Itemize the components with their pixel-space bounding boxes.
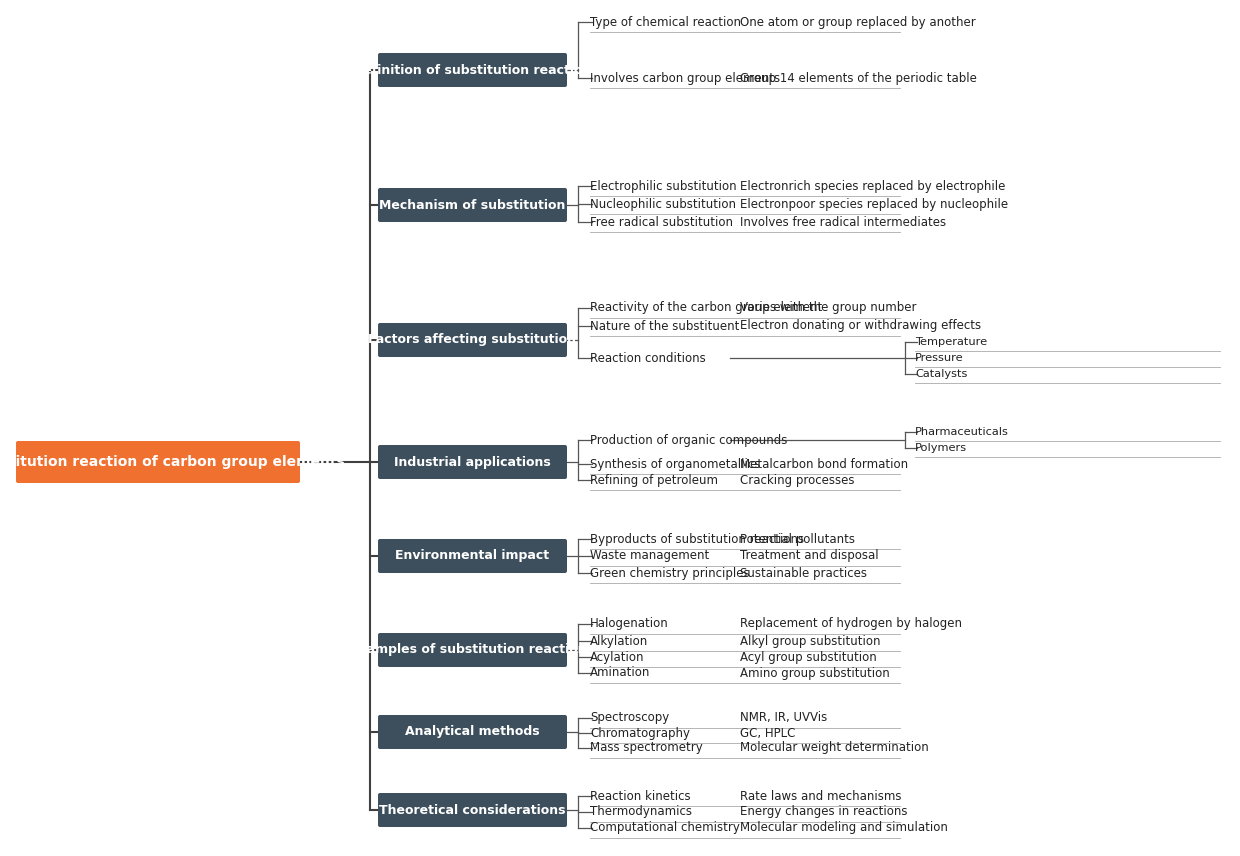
Text: Amination: Amination xyxy=(590,667,650,680)
Text: Type of chemical reaction: Type of chemical reaction xyxy=(590,15,742,28)
Text: Mass spectrometry: Mass spectrometry xyxy=(590,741,703,754)
Text: Industrial applications: Industrial applications xyxy=(394,455,551,468)
Text: Examples of substitution reactions: Examples of substitution reactions xyxy=(351,644,594,657)
FancyBboxPatch shape xyxy=(378,445,567,479)
Text: Alkylation: Alkylation xyxy=(590,634,649,647)
Text: Mechanism of substitution: Mechanism of substitution xyxy=(379,199,565,211)
Text: Acylation: Acylation xyxy=(590,651,645,663)
Text: GC, HPLC: GC, HPLC xyxy=(740,727,795,740)
Text: Reactivity of the carbon group element: Reactivity of the carbon group element xyxy=(590,301,822,314)
Text: Waste management: Waste management xyxy=(590,550,709,562)
Text: Byproducts of substitution reactions: Byproducts of substitution reactions xyxy=(590,532,804,545)
Text: Substitution reaction of carbon group elements: Substitution reaction of carbon group el… xyxy=(0,455,345,469)
Text: Group 14 elements of the periodic table: Group 14 elements of the periodic table xyxy=(740,72,977,85)
Text: Molecular weight determination: Molecular weight determination xyxy=(740,741,929,754)
Text: Replacement of hydrogen by halogen: Replacement of hydrogen by halogen xyxy=(740,617,962,631)
Text: Varies with the group number: Varies with the group number xyxy=(740,301,916,314)
FancyBboxPatch shape xyxy=(378,715,567,749)
Text: Pressure: Pressure xyxy=(915,353,963,363)
FancyBboxPatch shape xyxy=(378,539,567,573)
FancyBboxPatch shape xyxy=(16,441,300,483)
Text: Definition of substitution reaction: Definition of substitution reaction xyxy=(353,63,591,76)
Text: Reaction conditions: Reaction conditions xyxy=(590,352,706,365)
Text: Green chemistry principles: Green chemistry principles xyxy=(590,567,750,580)
Text: One atom or group replaced by another: One atom or group replaced by another xyxy=(740,15,976,28)
Text: Nucleophilic substitution: Nucleophilic substitution xyxy=(590,198,737,211)
Text: Temperature: Temperature xyxy=(915,337,987,347)
Text: Reaction kinetics: Reaction kinetics xyxy=(590,789,691,803)
Text: Molecular modeling and simulation: Molecular modeling and simulation xyxy=(740,822,947,835)
Text: Rate laws and mechanisms: Rate laws and mechanisms xyxy=(740,789,901,803)
Text: Spectroscopy: Spectroscopy xyxy=(590,711,670,724)
Text: Amino group substitution: Amino group substitution xyxy=(740,667,890,680)
Text: Free radical substitution: Free radical substitution xyxy=(590,216,733,229)
Text: Chromatography: Chromatography xyxy=(590,727,689,740)
Text: Cracking processes: Cracking processes xyxy=(740,473,854,486)
Text: Computational chemistry: Computational chemistry xyxy=(590,822,740,835)
Text: Treatment and disposal: Treatment and disposal xyxy=(740,550,879,562)
Text: Sustainable practices: Sustainable practices xyxy=(740,567,867,580)
Text: Alkyl group substitution: Alkyl group substitution xyxy=(740,634,880,647)
FancyBboxPatch shape xyxy=(378,633,567,667)
Text: Acyl group substitution: Acyl group substitution xyxy=(740,651,877,663)
FancyBboxPatch shape xyxy=(378,793,567,827)
Text: Nature of the substituent: Nature of the substituent xyxy=(590,319,739,332)
Text: NMR, IR, UVVis: NMR, IR, UVVis xyxy=(740,711,827,724)
Text: Analytical methods: Analytical methods xyxy=(405,726,539,739)
Text: Energy changes in reactions: Energy changes in reactions xyxy=(740,805,908,818)
Text: Electronrich species replaced by electrophile: Electronrich species replaced by electro… xyxy=(740,180,1006,193)
FancyBboxPatch shape xyxy=(378,323,567,357)
Text: Catalysts: Catalysts xyxy=(915,369,967,379)
Text: Halogenation: Halogenation xyxy=(590,617,668,631)
Text: Involves carbon group elements: Involves carbon group elements xyxy=(590,72,780,85)
Text: Theoretical considerations: Theoretical considerations xyxy=(379,804,565,817)
FancyBboxPatch shape xyxy=(378,53,567,87)
Text: Environmental impact: Environmental impact xyxy=(396,550,549,562)
Text: Refining of petroleum: Refining of petroleum xyxy=(590,473,718,486)
FancyBboxPatch shape xyxy=(378,188,567,222)
Text: Electronpoor species replaced by nucleophile: Electronpoor species replaced by nucleop… xyxy=(740,198,1008,211)
Text: Polymers: Polymers xyxy=(915,443,967,453)
Text: Production of organic compounds: Production of organic compounds xyxy=(590,433,787,447)
Text: Thermodynamics: Thermodynamics xyxy=(590,805,692,818)
Text: Metalcarbon bond formation: Metalcarbon bond formation xyxy=(740,457,908,471)
Text: Pharmaceuticals: Pharmaceuticals xyxy=(915,427,1009,437)
Text: Involves free radical intermediates: Involves free radical intermediates xyxy=(740,216,946,229)
Text: Synthesis of organometallics: Synthesis of organometallics xyxy=(590,457,760,471)
Text: Electrophilic substitution: Electrophilic substitution xyxy=(590,180,737,193)
Text: Electron donating or withdrawing effects: Electron donating or withdrawing effects xyxy=(740,319,981,332)
Text: Potential pollutants: Potential pollutants xyxy=(740,532,856,545)
Text: Factors affecting substitution: Factors affecting substitution xyxy=(368,334,577,347)
